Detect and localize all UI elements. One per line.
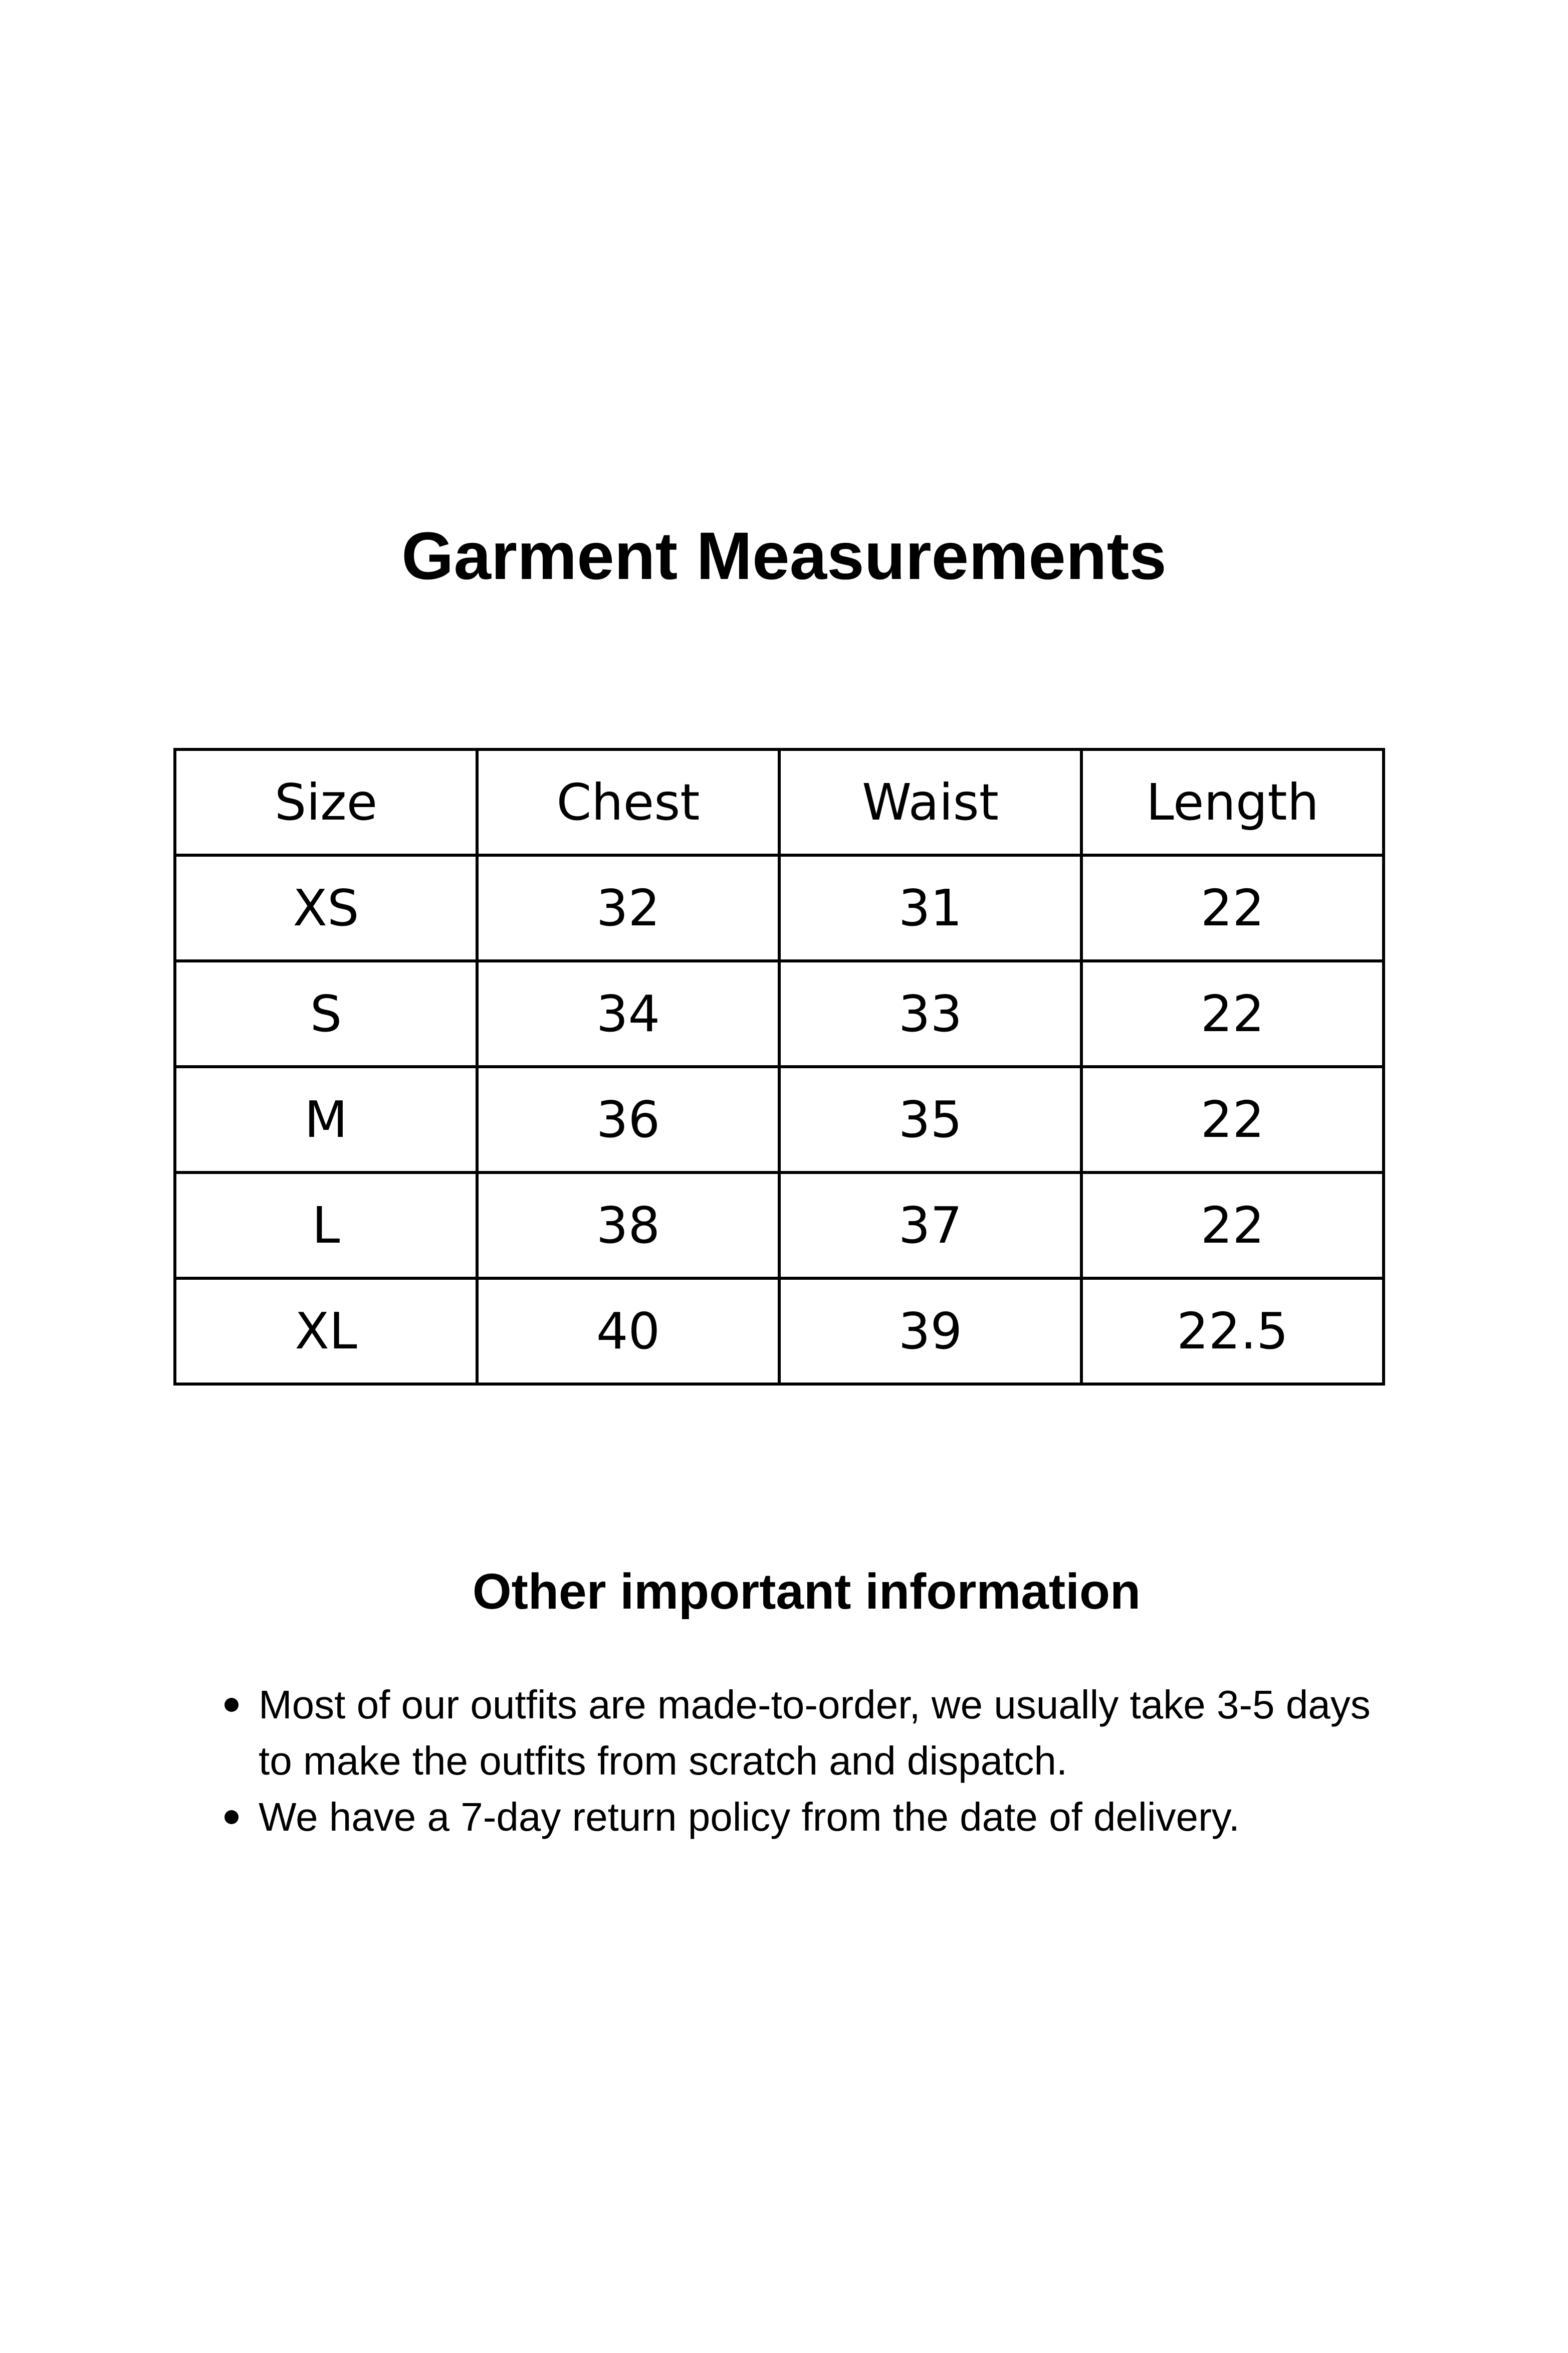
info-heading: Other important information — [472, 1563, 1141, 1620]
header-cell: Waist — [778, 748, 1083, 857]
table-row: M 36 35 22 — [173, 1065, 1385, 1174]
table-cell: 33 — [778, 959, 1083, 1068]
table-cell: XL — [173, 1277, 479, 1386]
bullet-icon — [225, 1810, 239, 1824]
table-row: XS 32 31 22 — [173, 854, 1385, 962]
table-row: XL 40 39 22.5 — [173, 1277, 1385, 1386]
table-cell: L — [173, 1171, 479, 1280]
table-cell: 37 — [778, 1171, 1083, 1280]
table-row: L 38 37 22 — [173, 1171, 1385, 1280]
bullet-text: Most of our outfits are made-to-order, w… — [259, 1682, 1371, 1783]
table-cell: 38 — [476, 1171, 781, 1280]
table-cell: 22.5 — [1080, 1277, 1385, 1386]
header-row: Size Chest Waist Length — [173, 748, 1385, 857]
table-cell: 22 — [1080, 1065, 1385, 1174]
table-cell: 36 — [476, 1065, 781, 1174]
bullet-icon — [225, 1698, 239, 1712]
info-list: Most of our outfits are made-to-order, w… — [220, 1677, 1388, 1845]
size-chart-table: Size Chest Waist Length XS 32 31 22 S 34 33 22 M 36 35… — [173, 748, 1385, 1386]
list-item: Most of our outfits are made-to-order, w… — [220, 1677, 1388, 1789]
table-cell: M — [173, 1065, 479, 1174]
table-cell: 22 — [1080, 854, 1385, 962]
table-cell: 35 — [778, 1065, 1083, 1174]
table-cell: 34 — [476, 959, 781, 1068]
header-cell: Length — [1080, 748, 1385, 857]
table-cell: 39 — [778, 1277, 1083, 1386]
bullet-text: We have a 7-day return policy from the d… — [259, 1795, 1240, 1839]
table-cell: 31 — [778, 854, 1083, 962]
table-cell: XS — [173, 854, 479, 962]
page-title: Garment Measurements — [401, 519, 1167, 594]
header-cell: Chest — [476, 748, 781, 857]
table-row: S 34 33 22 — [173, 959, 1385, 1068]
list-item: We have a 7-day return policy from the d… — [220, 1789, 1388, 1845]
header-cell: Size — [173, 748, 479, 857]
table-cell: S — [173, 959, 479, 1068]
table-cell: 22 — [1080, 1171, 1385, 1280]
table-cell: 32 — [476, 854, 781, 962]
table-cell: 22 — [1080, 959, 1385, 1068]
table-cell: 40 — [476, 1277, 781, 1386]
